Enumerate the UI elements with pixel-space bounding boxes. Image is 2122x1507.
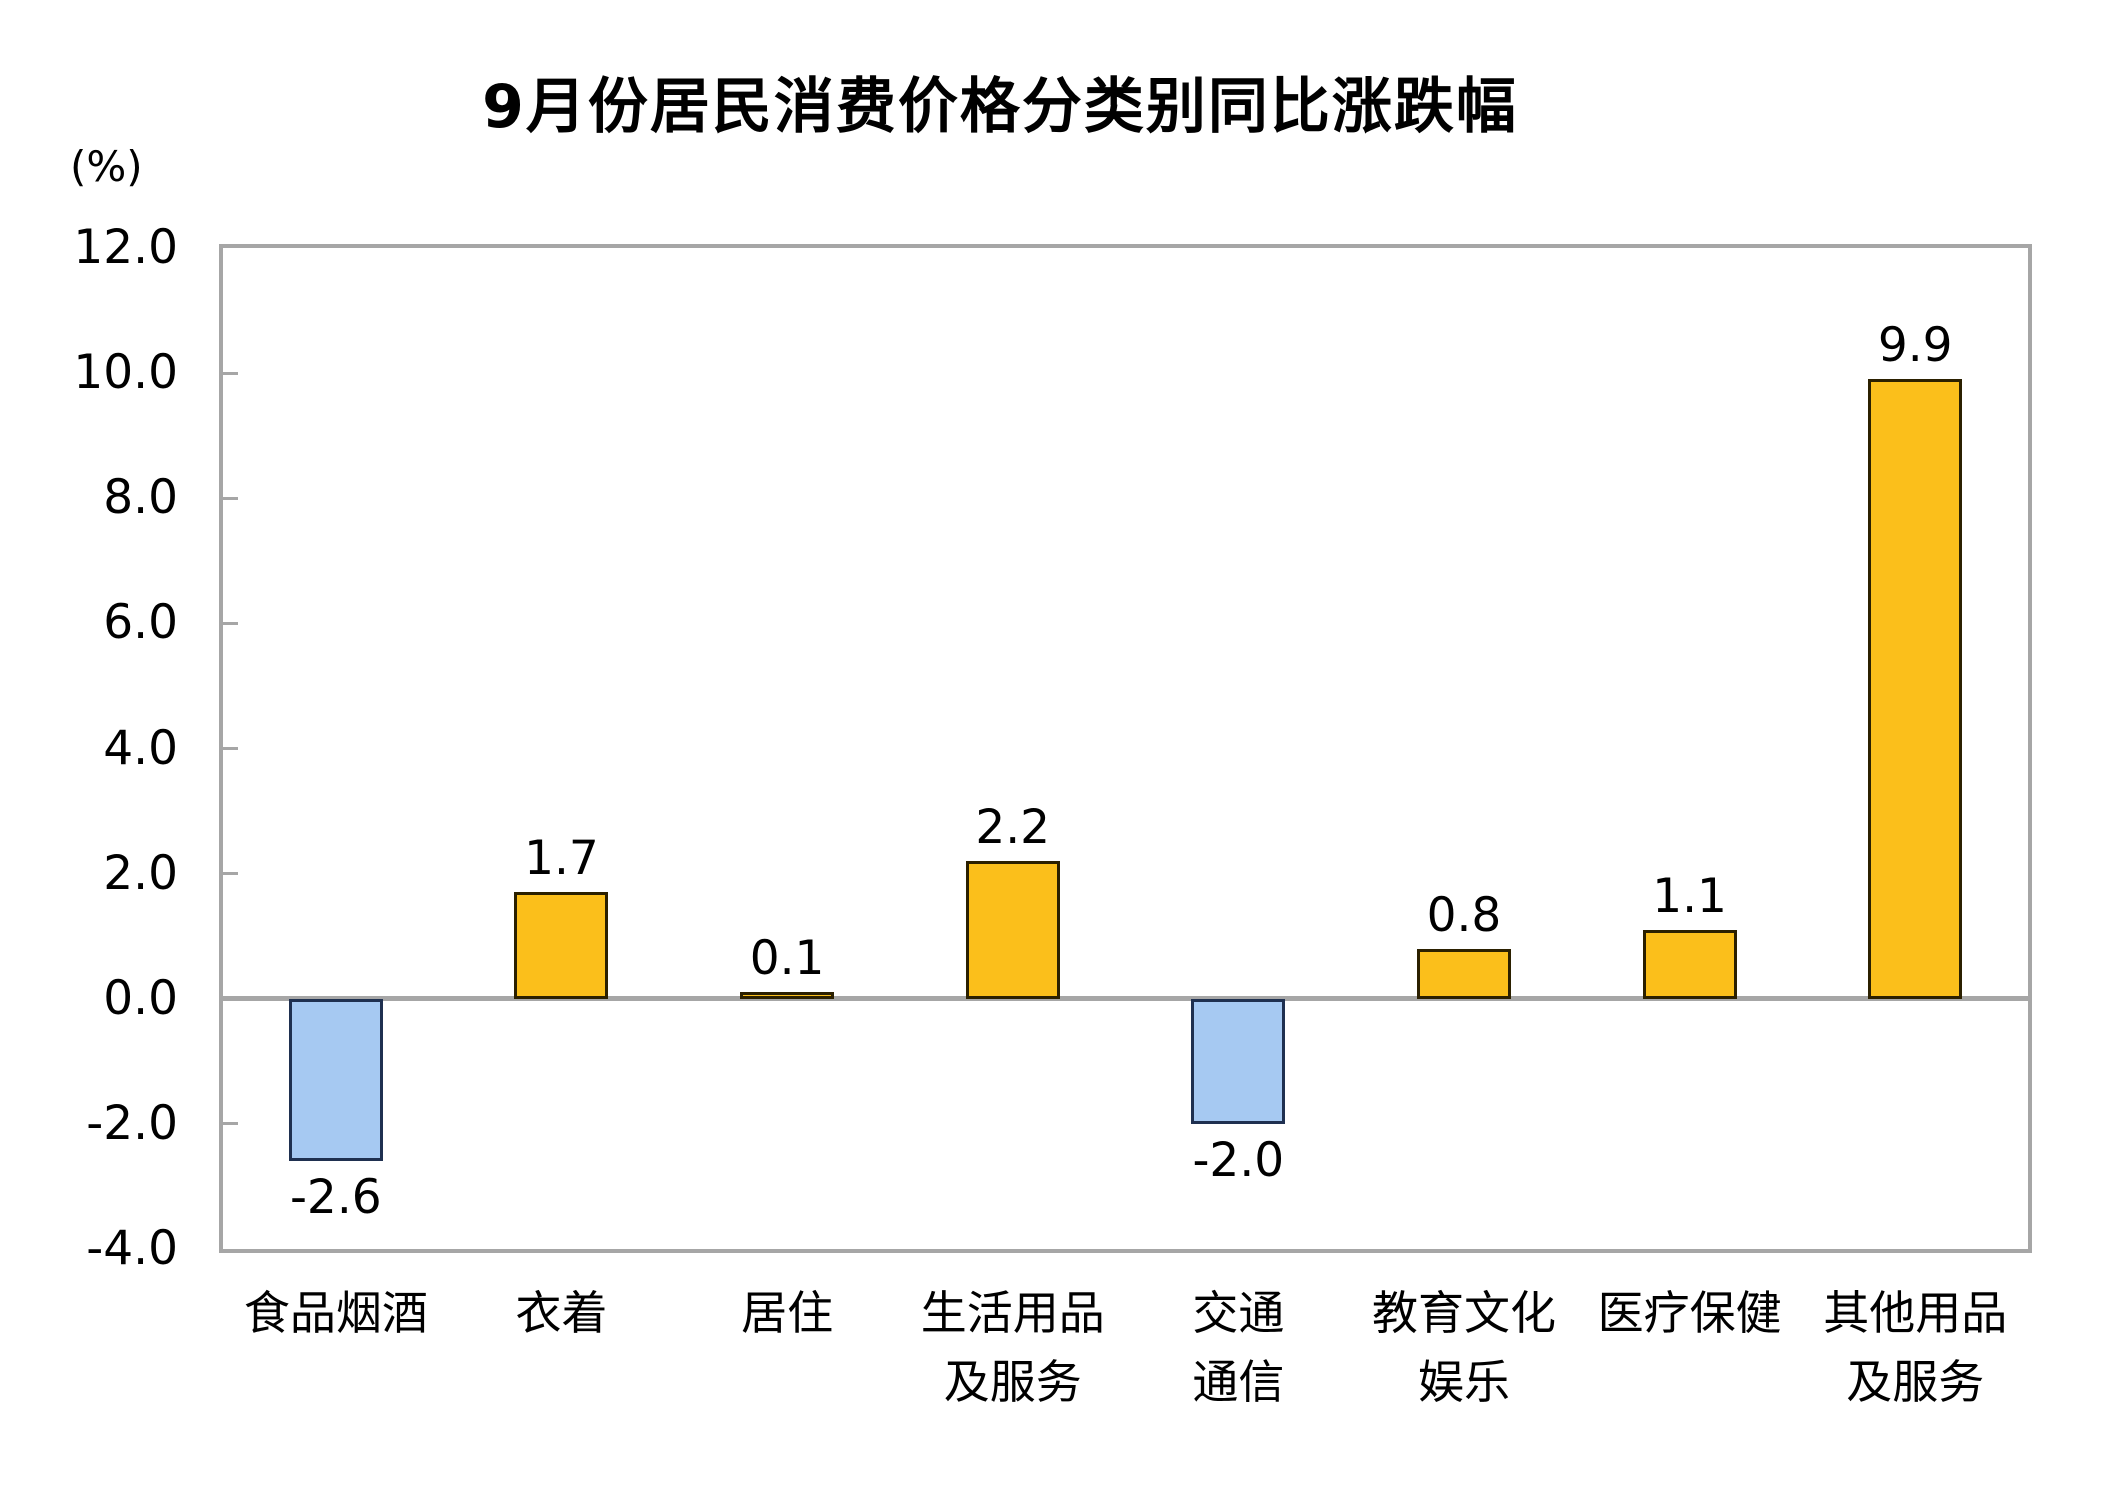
x-category-label: 衣着	[515, 1286, 608, 1340]
x-category-label: 交通 通信	[1192, 1286, 1285, 1409]
bar-value-label: 2.2	[975, 800, 1051, 856]
bar	[965, 861, 1060, 999]
y-axis-tick-label: 0.0	[103, 970, 178, 1026]
bar	[1191, 998, 1286, 1124]
y-axis-tick	[223, 496, 238, 500]
bar	[1868, 379, 1963, 999]
bar-value-label: 9.9	[1877, 318, 1953, 374]
y-axis-unit-label: (%)	[70, 142, 143, 191]
y-axis-tick-label: 12.0	[73, 220, 178, 275]
y-axis-tick-label: -4.0	[86, 1221, 178, 1276]
y-axis-tick	[223, 872, 238, 876]
chart-title: 9月份居民消费价格分类别同比涨跌幅	[482, 72, 1518, 142]
y-axis-tick	[223, 747, 238, 750]
x-category-label: 生活用品 及服务	[920, 1286, 1105, 1409]
zero-axis-line	[223, 996, 2028, 1002]
y-axis-tick-label: 10.0	[73, 345, 178, 401]
bar-value-label: 1.7	[524, 831, 599, 887]
bar-value-label: -2.6	[289, 1170, 382, 1226]
bar	[1416, 948, 1511, 999]
y-axis-tick-label: 8.0	[103, 470, 178, 526]
bar	[514, 892, 609, 999]
x-category-label: 其他用品 及服务	[1823, 1286, 2008, 1409]
bar-value-label: 1.1	[1652, 868, 1727, 924]
x-category-label: 居住	[741, 1286, 834, 1340]
bar	[288, 998, 383, 1162]
x-category-label: 教育文化 娱乐	[1371, 1286, 1556, 1409]
bar	[740, 992, 835, 999]
bar	[1642, 929, 1737, 999]
bar-value-label: 0.1	[749, 931, 825, 987]
y-axis-tick	[223, 1122, 238, 1126]
y-axis-tick-label: 6.0	[103, 595, 178, 651]
plot-area: -2.6 1.7 0.1 2.2 -2.0 0.8 1.1 9.9	[219, 244, 2032, 1253]
x-category-label: 医疗保健	[1597, 1286, 1782, 1340]
y-axis-tick-label: 2.0	[103, 845, 178, 901]
bar-value-label: 0.8	[1426, 887, 1502, 943]
bar-value-label: -2.0	[1192, 1132, 1285, 1188]
y-axis-tick-label: -2.0	[86, 1095, 178, 1151]
y-axis-tick	[223, 621, 238, 625]
x-category-label: 食品烟酒	[243, 1286, 428, 1340]
y-axis-tick	[223, 371, 238, 375]
y-axis-tick-label: 4.0	[103, 720, 178, 776]
